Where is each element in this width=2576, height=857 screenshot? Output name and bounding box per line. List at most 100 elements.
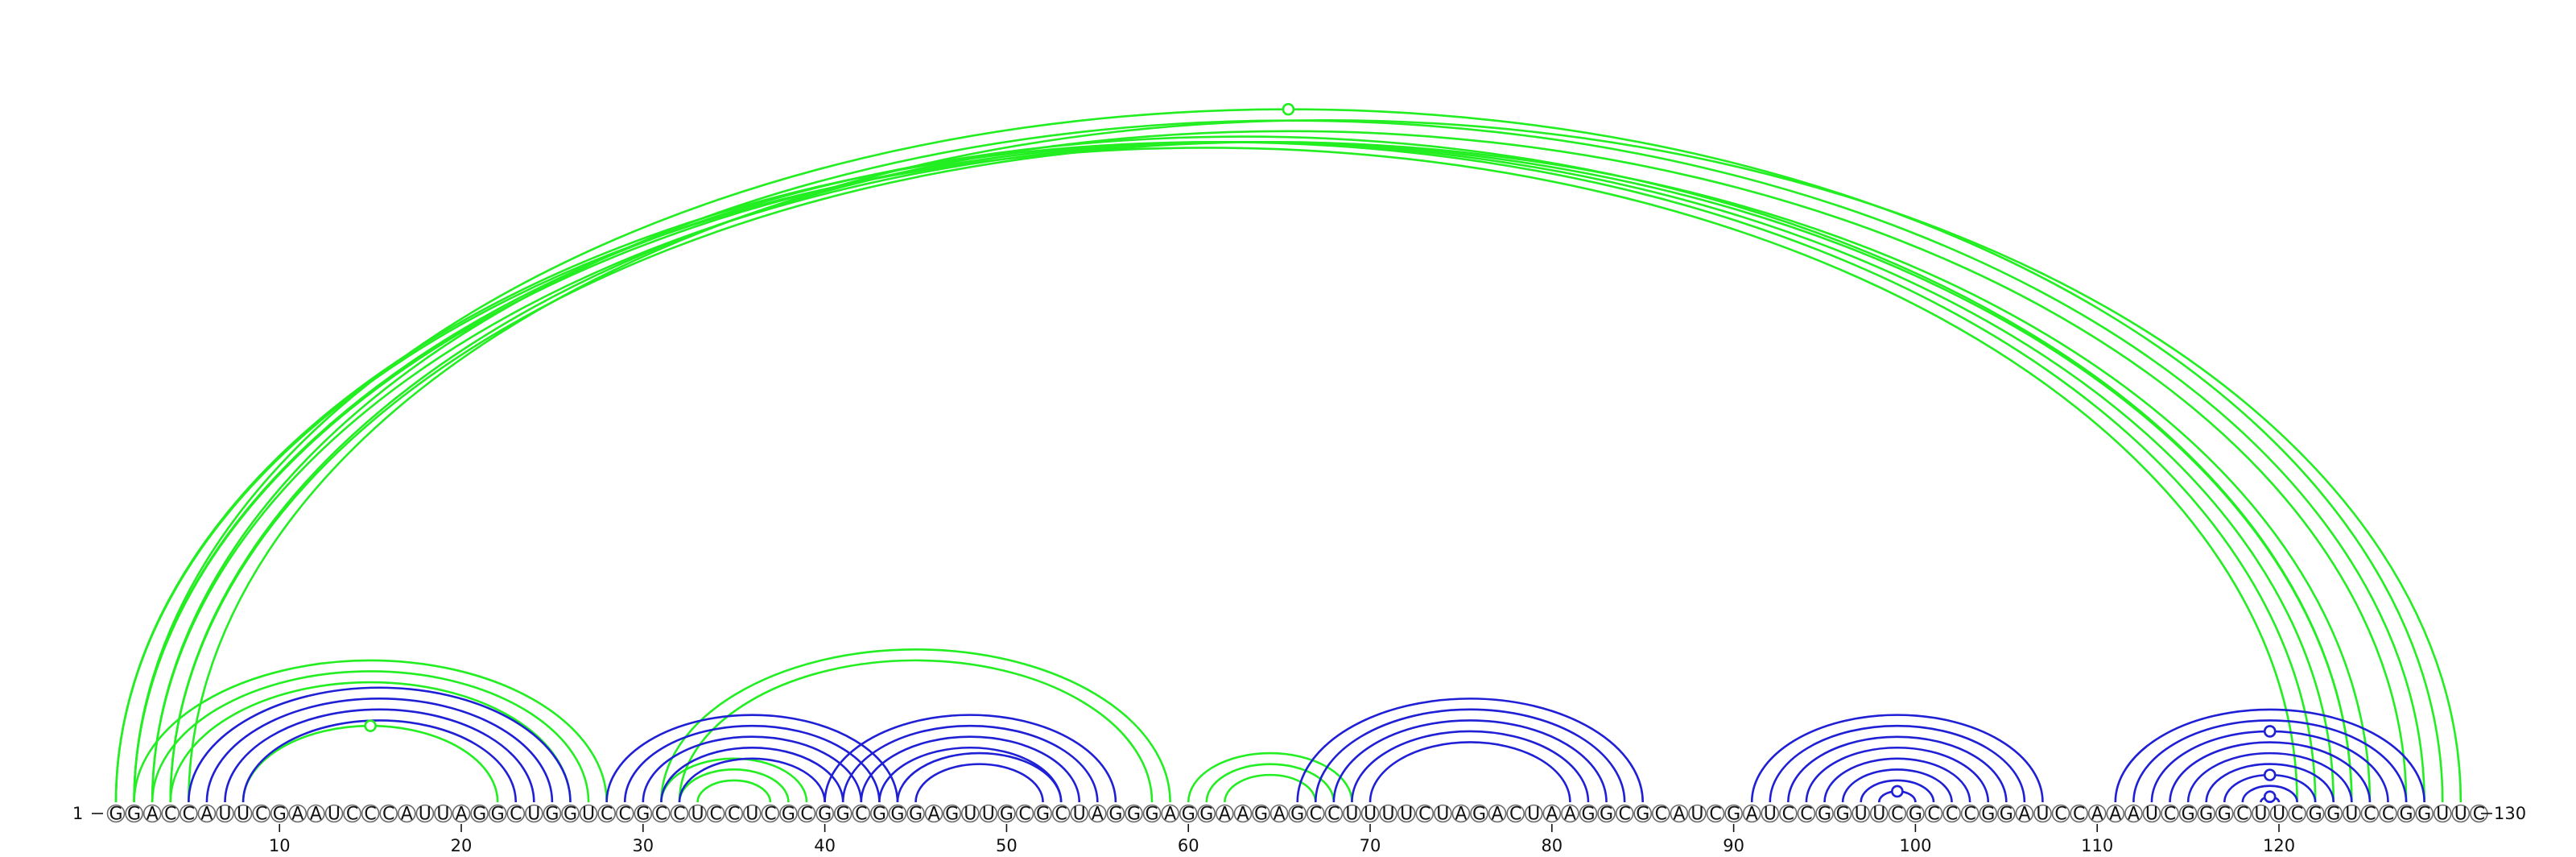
nucleotide: U — [579, 804, 598, 825]
nucleotide: C — [1506, 804, 1525, 825]
arc-marker-113-126 — [2263, 725, 2277, 738]
nucleotide: A — [1670, 805, 1689, 825]
nucleotide-letter: G — [1290, 805, 1304, 825]
nucleotide-circle — [1161, 804, 1179, 823]
green-arc-31-39 — [660, 757, 808, 803]
nucleotide: A — [2106, 805, 2125, 825]
green-arc-2-124 — [133, 135, 2353, 803]
green-arc-33-37 — [696, 779, 772, 803]
nucleotide-letter: U — [328, 805, 341, 825]
nucleotide: G — [1815, 805, 1834, 825]
nucleotide: C — [161, 805, 180, 825]
nucleotide: A — [142, 805, 162, 825]
nucleotide-letter: G — [2417, 805, 2431, 825]
nucleotide-circle — [1252, 804, 1270, 823]
nucleotide: U — [1761, 805, 1780, 825]
nucleotide-circle — [579, 804, 598, 823]
green-arcs — [114, 108, 2462, 803]
nucleotide-circle — [1724, 804, 1743, 823]
nucleotide-letter: U — [2145, 805, 2158, 825]
nucleotide: G — [906, 805, 925, 825]
tick-label-30: 30 — [632, 836, 654, 855]
nucleotide-letter: C — [1946, 805, 1958, 825]
nucleotide-circle — [615, 804, 634, 823]
nucleotide-letter: C — [1310, 805, 1322, 825]
nucleotide: C — [2360, 805, 2380, 825]
nucleotide-circle — [270, 804, 289, 823]
nucleotide-circle — [1888, 804, 1907, 823]
green-arc-3-27 — [151, 670, 590, 803]
nucleotide-circle — [1542, 804, 1562, 823]
nucleotide-letter: A — [455, 805, 467, 825]
nucleotide-circle — [1615, 804, 1634, 823]
nucleotide: U — [2433, 805, 2452, 825]
nucleotide: U — [1869, 805, 1889, 825]
sequence-start-label: 1 — [72, 804, 83, 823]
nucleotide: A — [2124, 805, 2143, 825]
nucleotide-letter: C — [1655, 805, 1667, 825]
blue-arc-5-26 — [188, 686, 572, 803]
nucleotide-letter: A — [1164, 805, 1176, 825]
nucleotide-letter: G — [1636, 805, 1649, 825]
blue-arcs — [188, 686, 2425, 803]
nucleotide: G — [1579, 805, 1598, 825]
nucleotide-circle — [1979, 804, 1998, 823]
nucleotide-circle — [1070, 804, 1089, 823]
nucleotide-circle — [1906, 804, 1925, 823]
nucleotide-letter: C — [800, 805, 812, 825]
nucleotide: G — [943, 805, 961, 825]
nucleotide: C — [1779, 805, 1798, 825]
nucleotide-letter: U — [436, 805, 449, 825]
nucleotide: A — [1542, 804, 1562, 825]
nucleotide-letter: U — [1364, 805, 1377, 825]
nucleotide-circle — [1324, 804, 1344, 823]
nucleotide-circle — [1706, 804, 1725, 823]
blue-arc-28-44 — [605, 714, 899, 803]
nucleotide-letter: U — [527, 805, 540, 825]
nucleotide-letter: U — [1855, 805, 1868, 825]
nucleotide-circle — [779, 804, 798, 823]
nucleotide-circle — [361, 804, 380, 823]
nucleotide-circle — [2288, 804, 2306, 823]
nucleotide-circle — [2215, 804, 2234, 823]
nucleotide-circle — [1233, 804, 1253, 823]
nucleotide: C — [361, 804, 380, 825]
nucleotide: C — [1051, 805, 1071, 825]
nucleotide: C — [2233, 805, 2252, 825]
nucleotide: C — [252, 805, 270, 825]
nucleotide-letter: C — [855, 805, 867, 825]
nucleotide-letter: G — [873, 805, 886, 825]
nucleotide-circle — [724, 804, 744, 823]
nucleotide-circle — [688, 804, 707, 823]
nucleotide: G — [1597, 805, 1616, 825]
nucleotide-circle — [1506, 804, 1525, 823]
nucleotide-letter: G — [545, 805, 559, 825]
nucleotide-circle — [1797, 804, 1816, 823]
nucleotide: G — [833, 805, 852, 825]
nucleotide: G — [1197, 805, 1216, 825]
nucleotide-letter: A — [1564, 805, 1576, 825]
nucleotide-circle — [2197, 804, 2215, 823]
nucleotide-letter: A — [291, 805, 303, 825]
blue-arc-30-42 — [642, 735, 863, 803]
tick-label-120: 120 — [2263, 836, 2295, 855]
nucleotide-circle — [2306, 804, 2325, 823]
nucleotide-circle — [2142, 804, 2161, 823]
nucleotide-letter: G — [109, 805, 122, 825]
blue-arc-41-55 — [841, 724, 1099, 803]
nucleotide: G — [2306, 804, 2325, 825]
nucleotide: G — [1979, 804, 1998, 825]
blue-arc-95-103 — [1823, 757, 1971, 803]
nucleotide: U — [742, 805, 762, 825]
nucleotide-letter: G — [564, 805, 577, 825]
nucleotide: U — [324, 805, 344, 825]
blue-arc-118-121 — [2241, 785, 2298, 803]
nucleotide-letter: A — [1092, 805, 1104, 825]
nucleotide-letter: G — [836, 805, 850, 825]
nucleotide-letter: U — [964, 805, 976, 825]
nucleotide: C — [2379, 805, 2397, 825]
nucleotide: G — [1125, 805, 1143, 825]
nucleotide-circle — [452, 804, 471, 823]
